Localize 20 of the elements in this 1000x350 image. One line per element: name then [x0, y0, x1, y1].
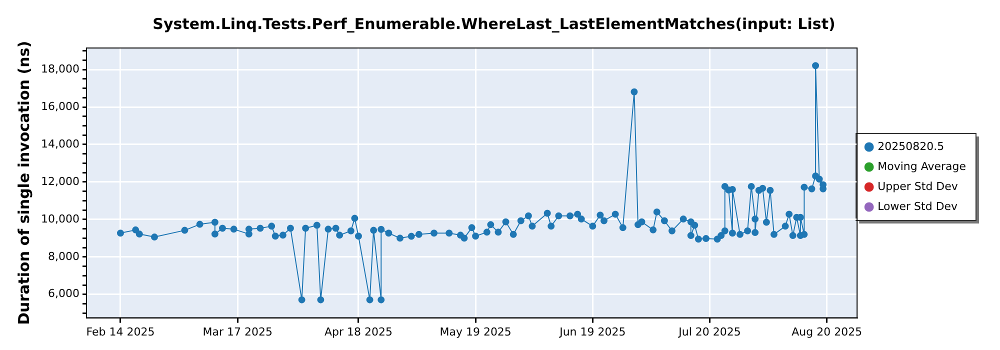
legend-label: 20250820.5 [878, 140, 944, 153]
legend-label: Moving Average [878, 160, 966, 173]
y-tick-label: 14,000 [40, 137, 80, 150]
x-tick-label: Jun 19 2025 [558, 325, 626, 338]
y-tick-label: 18,000 [40, 62, 80, 76]
x-tick-label: Jul 20 2025 [678, 325, 741, 338]
x-tick-label: Aug 20 2025 [792, 325, 862, 338]
x-tick-label: Apr 18 2025 [324, 325, 392, 338]
legend-label: Upper Std Dev [878, 180, 958, 193]
y-tick-label: 16,000 [40, 100, 80, 113]
y-tick-label: 8,000 [48, 250, 80, 263]
chart-title: System.Linq.Tests.Perf_Enumerable.WhereLast_LastElementMatches(input: List) [152, 14, 836, 33]
y-tick-label: 6,000 [48, 287, 80, 300]
x-tick-label: Mar 17 2025 [202, 325, 272, 338]
legend-label: Lower Std Dev [878, 200, 958, 213]
y-tick-label: 12,000 [40, 174, 80, 188]
x-tick-label: May 19 2025 [440, 325, 512, 338]
y-tick-label: 10,000 [40, 212, 80, 226]
x-tick-label: Feb 14 2025 [86, 325, 155, 338]
y-axis-title: Duration of single invocation (ns) [14, 40, 33, 325]
